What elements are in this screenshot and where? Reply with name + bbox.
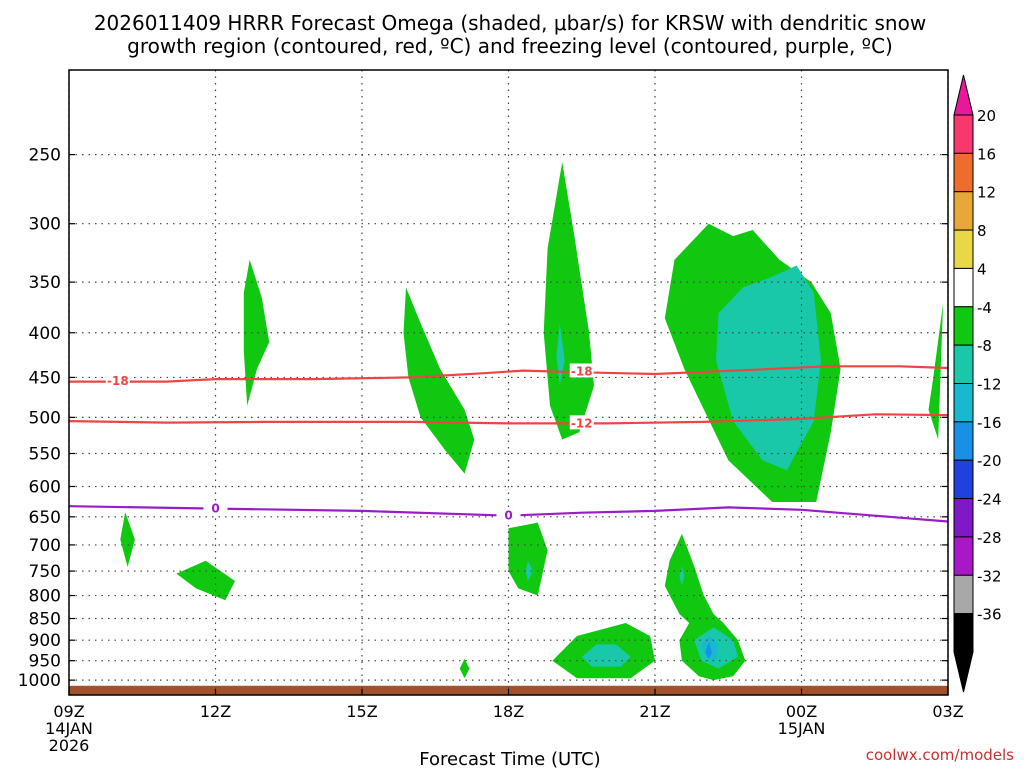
colorbar-label: -36 [977,606,1002,624]
x-tick-label: 18Z [493,702,524,721]
source-credit: coolwx.com/models [866,746,1014,764]
contour-dgz-minus12 [68,413,949,425]
contour-label-bg [569,415,594,430]
colorbar-label: -24 [977,491,1002,509]
contour-freezing-level [68,505,949,523]
colorbar-swatch [953,459,974,500]
colorbar-swatch [953,498,974,538]
upward-green-edge [928,303,944,440]
y-tick-label: 750 [29,562,61,582]
colorbar-label: -32 [977,567,1002,585]
contour-label-bg [105,372,130,387]
colorbar-label: -12 [977,376,1002,394]
y-tick-label: 850 [29,610,61,630]
y-tick-label: 650 [29,508,61,528]
colorbar-swatch [953,114,974,154]
y-tick-label: 400 [29,324,61,344]
y-tick-label: 350 [29,273,61,293]
colorbar-label: 16 [977,145,996,163]
chart-title-line2: growth region (contoured, red, ºC) and f… [127,34,893,58]
contour-label: -12 [571,416,593,430]
upward-cyan-21z [679,566,685,586]
downward-yellow-12z [205,642,235,655]
y-tick-label: 250 [29,146,61,166]
y-tick-label: 700 [29,536,61,556]
x-tick-label: 12Z [200,702,231,721]
plot-area: -18 -18 -12 0 0 250 300 350 400 450 500 550 600 650 70… [18,69,964,755]
colorbar-label: 12 [977,184,996,202]
colorbar-label: -28 [977,529,1002,547]
colorbar-bottom-arrow [953,651,974,693]
colorbar-swatch [953,383,974,423]
colorbar-label: -16 [977,414,1002,432]
y-tick-label: 900 [29,631,61,651]
colorbar-swatch [953,536,974,576]
colorbar-label: 8 [977,222,987,240]
colorbar-swatch [953,574,974,615]
contour-label: -18 [107,374,129,388]
y-tick-label: 550 [29,444,61,464]
colorbar-top-arrow [953,74,974,116]
color-bar: 20 16 12 8 4 -4 -8 -12 -16 -20 -24 -28 -32 -36 [953,74,1002,693]
x-tick-year: 2026 [49,736,90,755]
x-axis-label: Forecast Time (UTC) [419,749,600,768]
colorbar-label: -20 [977,452,1002,470]
upward-cyan-19z [556,323,565,386]
upward-cyan-18z [525,560,533,581]
colorbar-swatch [953,152,974,193]
downward-yellow-16z [386,633,411,669]
contour-label-bg [496,507,521,522]
contour-label: -18 [571,364,593,378]
colorbar-swatch [953,421,974,461]
upward-green-12z [176,560,235,601]
x-tick-label: 21Z [639,702,670,721]
upward-cyan-20z [581,644,631,667]
upward-green-13z [243,259,270,406]
colorbar-swatch [953,344,974,384]
upward-green-18z [508,522,548,596]
x-tick-label: 00Z [786,702,817,721]
y-tick-label: 600 [29,477,61,497]
colorbar-label: -4 [977,299,992,317]
x-tick-date: 14JAN [45,719,93,738]
y-tick-label: 450 [29,368,61,388]
contour-label: 0 [211,502,219,516]
colorbar-swatch [953,267,974,308]
chart-title-line1: 2026011409 HRRR Forecast Omega (shaded, … [94,11,926,35]
colorbar-label: -8 [977,337,992,355]
downward-yellow-10z [115,631,135,651]
x-tick-label: 15Z [346,702,377,721]
contour-label: 0 [504,509,512,523]
y-tick-label: 300 [29,215,61,235]
upward-green-16z [403,287,475,474]
x-tick-label: 09Z [53,702,84,721]
y-tick-label: 1000 [18,671,61,691]
colorbar-swatch [953,613,974,653]
downward-yellow-18z [491,623,524,667]
upward-green-17z [459,658,470,679]
x-tick-date: 15JAN [778,719,826,738]
colorbar-swatch [953,229,974,269]
x-tick-label: 03Z [932,702,963,721]
colorbar-label: 4 [977,260,987,278]
upward-green-10z [120,512,135,567]
downward-yellow-19z [567,508,626,566]
contour-label-bg [203,500,228,515]
y-tick-label: 800 [29,587,61,607]
downward-yellow-25z [845,623,890,665]
contour-label-bg [569,363,594,378]
y-tick-label: 950 [29,652,61,672]
colorbar-label: 20 [977,107,996,125]
downward-yellow-22z [711,505,797,591]
colorbar-swatch [953,191,974,231]
colorbar-swatch [953,306,974,346]
upward-deepblue-22z [705,642,713,659]
y-tick-label: 500 [29,408,61,428]
contour-dgz-minus18 [69,365,949,383]
